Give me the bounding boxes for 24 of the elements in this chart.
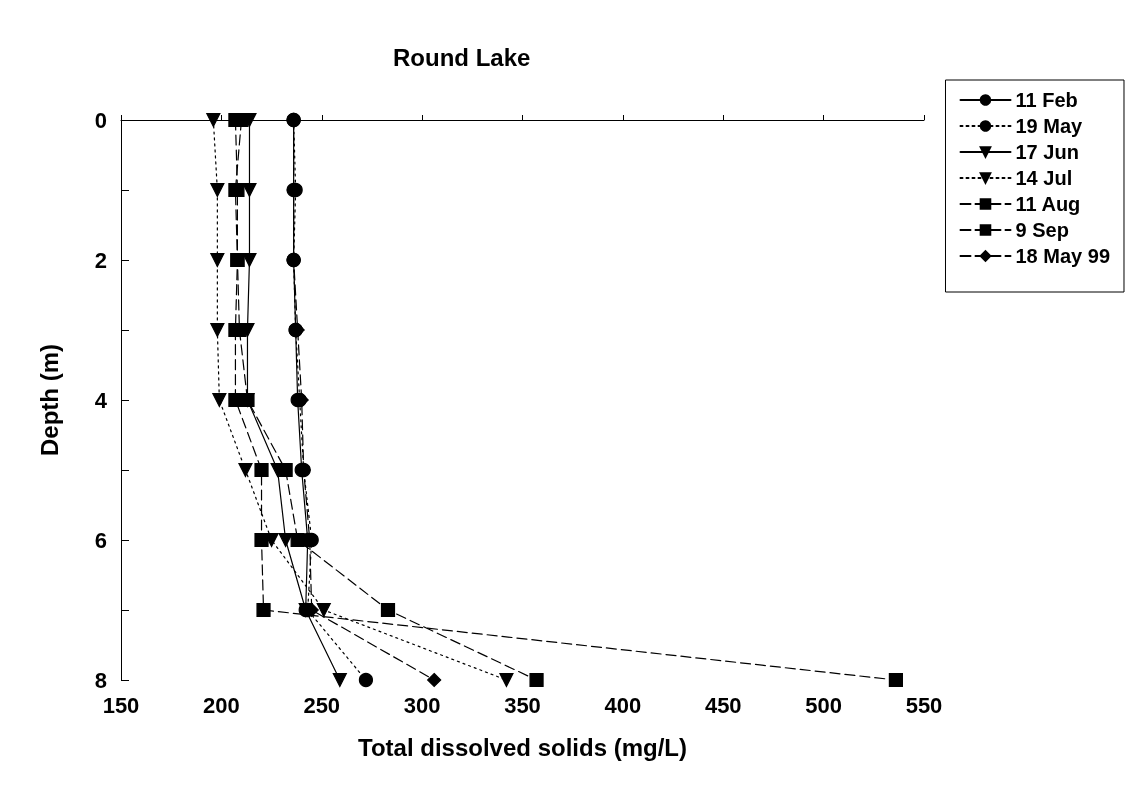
legend-label: 11 Feb xyxy=(1015,89,1078,111)
y-tick-label: 4 xyxy=(94,387,108,413)
y-axis-title: Depth (m) xyxy=(35,344,63,456)
x-axis-title: Total dissolved solids (mg/L) xyxy=(358,733,687,761)
legend-label: 17 Jun xyxy=(1015,141,1079,163)
legend-label: 19 May xyxy=(1015,115,1084,137)
x-tick-label: 400 xyxy=(604,692,642,718)
x-tick-label: 500 xyxy=(805,692,842,718)
y-tick-label: 8 xyxy=(94,667,107,693)
chart-title: Round Lake xyxy=(393,43,531,71)
x-tick-label: 300 xyxy=(403,692,441,718)
y-tick-label: 6 xyxy=(94,527,107,553)
y-tick-label: 2 xyxy=(94,247,107,273)
x-tick-label: 450 xyxy=(704,692,742,718)
x-tick-label: 250 xyxy=(303,692,341,718)
x-tick-label: 350 xyxy=(504,692,541,718)
y-tick-label: 0 xyxy=(94,107,107,133)
x-tick-label: 200 xyxy=(203,692,240,718)
legend-label: 18 May 99 xyxy=(1015,245,1110,267)
x-tick-label: 550 xyxy=(905,692,943,718)
legend-label: 11 Aug xyxy=(1015,193,1081,215)
legend-label: 14 Jul xyxy=(1015,167,1073,189)
legend-label: 9 Sep xyxy=(1015,219,1069,241)
x-tick-label: 150 xyxy=(102,692,140,718)
